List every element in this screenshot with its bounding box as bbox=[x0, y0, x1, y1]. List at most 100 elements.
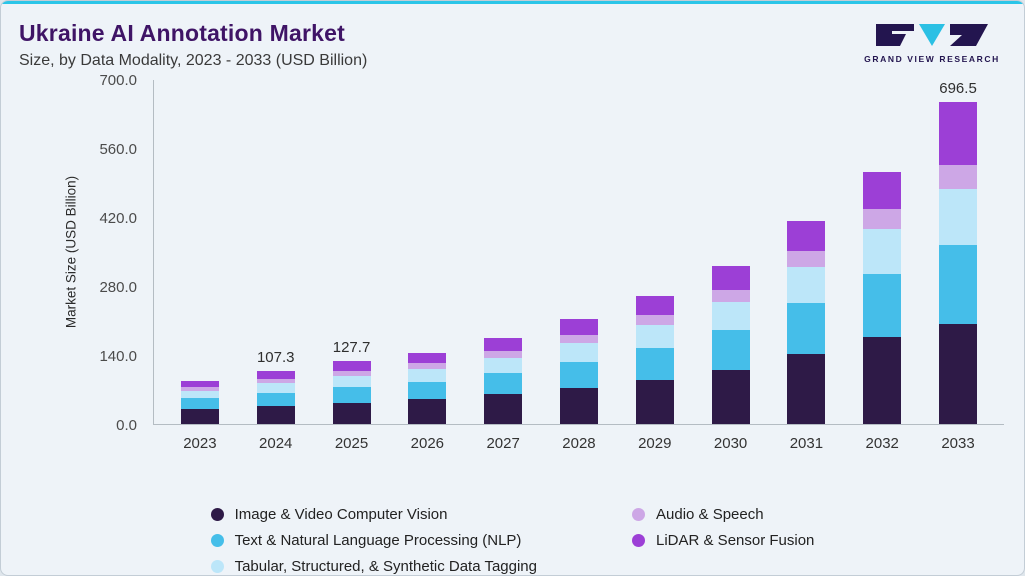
segment-tabular-structured-synthetic-data-tagging bbox=[180, 390, 219, 399]
x-tick-label-2028: 2028 bbox=[562, 435, 596, 452]
bars-container: 2023 107.3 2024 127.7 2025 2026 2027 2028 2029 20… bbox=[154, 80, 1004, 452]
plot-area: 2023 107.3 2024 127.7 2025 2026 2027 2028 2029 20… bbox=[153, 80, 1004, 452]
header: Ukraine AI Annotation Market Size, by Da… bbox=[1, 4, 1024, 70]
segment-audio-speech bbox=[408, 363, 447, 369]
title-block: Ukraine AI Annotation Market Size, by Da… bbox=[19, 20, 367, 70]
segment-audio-speech bbox=[180, 387, 219, 391]
x-tick-label-2031: 2031 bbox=[789, 435, 824, 452]
segment-lidar-sensor-fusion bbox=[256, 371, 295, 379]
segment-image-video-computer-vision bbox=[332, 402, 371, 424]
segment-lidar-sensor-fusion bbox=[559, 319, 598, 335]
bar-2025: 127.7 2025 bbox=[332, 80, 371, 452]
segment-lidar-sensor-fusion bbox=[484, 337, 523, 351]
y-tick-label: 560.0 bbox=[99, 141, 137, 158]
segment-audio-speech bbox=[711, 289, 750, 303]
legend-label: Audio & Speech bbox=[656, 506, 764, 523]
y-tick-label: 700.0 bbox=[99, 72, 137, 89]
bar-2032: 2032 bbox=[863, 80, 902, 452]
segment-text-natural-language-processing-nlp bbox=[711, 330, 750, 370]
brand-name: GRAND VIEW RESEARCH bbox=[864, 54, 1000, 64]
y-axis: 0.0 140.0 280.0 420.0 560.0 700.0 bbox=[1, 72, 143, 434]
legend-swatch-icon bbox=[632, 534, 645, 547]
top-accent-line bbox=[1, 1, 1024, 4]
legend-item-audio-speech: Audio & Speech bbox=[632, 506, 814, 523]
x-tick-label-2023: 2023 bbox=[183, 435, 217, 452]
segment-tabular-structured-synthetic-data-tagging bbox=[332, 375, 371, 388]
bar-2031: 2031 bbox=[787, 80, 826, 452]
segment-image-video-computer-vision bbox=[408, 399, 447, 424]
x-tick-label-2032: 2032 bbox=[865, 435, 899, 452]
x-tick-label-2027: 2027 bbox=[486, 435, 520, 452]
segment-audio-speech bbox=[559, 334, 598, 344]
y-tick-label: 140.0 bbox=[99, 348, 137, 365]
legend-label: Tabular, Structured, & Synthetic Data Ta… bbox=[234, 558, 537, 575]
segment-tabular-structured-synthetic-data-tagging bbox=[559, 343, 598, 362]
segment-text-natural-language-processing-nlp bbox=[939, 245, 978, 325]
brand-logo: GRAND VIEW RESEARCH bbox=[862, 24, 1002, 64]
legend-item-tabular-structured-synthetic-data-tagging: Tabular, Structured, & Synthetic Data Ta… bbox=[210, 558, 537, 575]
segment-audio-speech bbox=[787, 251, 826, 267]
segment-image-video-computer-vision bbox=[484, 394, 523, 424]
segment-tabular-structured-synthetic-data-tagging bbox=[635, 324, 674, 349]
segment-tabular-structured-synthetic-data-tagging bbox=[256, 383, 295, 393]
legend-item-text-natural-language-processing-nlp: Text & Natural Language Processing (NLP) bbox=[210, 532, 537, 549]
segment-audio-speech bbox=[863, 209, 902, 229]
legend-item-image-video-computer-vision: Image & Video Computer Vision bbox=[210, 506, 537, 523]
legend-swatch-icon bbox=[210, 560, 224, 573]
segment-lidar-sensor-fusion bbox=[711, 266, 750, 290]
segment-text-natural-language-processing-nlp bbox=[332, 387, 371, 403]
legend: Image & Video Computer Vision Text & Natu… bbox=[1, 506, 1024, 575]
bar-2027: 2027 bbox=[484, 80, 523, 452]
segment-tabular-structured-synthetic-data-tagging bbox=[711, 302, 750, 331]
segment-audio-speech bbox=[939, 164, 978, 189]
segment-image-video-computer-vision bbox=[180, 409, 219, 424]
segment-text-natural-language-processing-nlp bbox=[787, 303, 826, 355]
page-title: Ukraine AI Annotation Market bbox=[19, 20, 345, 46]
legend-swatch-icon bbox=[632, 508, 645, 521]
segment-lidar-sensor-fusion bbox=[863, 172, 902, 210]
chart-area: Market Size (USD Billion) 0.0 140.0 280.0 4… bbox=[1, 72, 1024, 460]
segment-text-natural-language-processing-nlp bbox=[635, 348, 674, 381]
bar-total-label-2024: 107.3 bbox=[256, 349, 295, 367]
bar-2029: 2029 bbox=[635, 80, 674, 452]
segment-text-natural-language-processing-nlp bbox=[863, 274, 902, 338]
segment-tabular-structured-synthetic-data-tagging bbox=[863, 228, 902, 275]
segment-tabular-structured-synthetic-data-tagging bbox=[787, 266, 826, 304]
segment-text-natural-language-processing-nlp bbox=[408, 381, 447, 400]
segment-image-video-computer-vision bbox=[939, 324, 978, 424]
segment-audio-speech bbox=[635, 315, 674, 325]
legend-swatch-icon bbox=[210, 534, 224, 547]
legend-swatch-icon bbox=[210, 508, 224, 521]
y-tick-label: 0.0 bbox=[116, 417, 137, 434]
segment-audio-speech bbox=[484, 350, 523, 358]
legend-label: Image & Video Computer Vision bbox=[234, 506, 448, 523]
segment-text-natural-language-processing-nlp bbox=[484, 372, 523, 395]
x-tick-label-2024: 2024 bbox=[259, 435, 293, 452]
segment-text-natural-language-processing-nlp bbox=[180, 398, 219, 410]
y-tick-label: 420.0 bbox=[99, 210, 137, 227]
segment-lidar-sensor-fusion bbox=[787, 220, 826, 252]
segment-image-video-computer-vision bbox=[787, 354, 826, 424]
bar-2030: 2030 bbox=[711, 80, 750, 452]
segment-text-natural-language-processing-nlp bbox=[256, 392, 295, 407]
segment-tabular-structured-synthetic-data-tagging bbox=[408, 368, 447, 382]
segment-lidar-sensor-fusion bbox=[635, 295, 674, 316]
bar-2024: 107.3 2024 bbox=[256, 80, 295, 452]
bar-2028: 2028 bbox=[559, 80, 598, 452]
segment-image-video-computer-vision bbox=[635, 380, 674, 424]
y-tick-label: 280.0 bbox=[99, 279, 137, 296]
grand-view-research-logo-icon bbox=[876, 24, 988, 46]
bar-2026: 2026 bbox=[408, 80, 447, 452]
segment-image-video-computer-vision bbox=[256, 406, 295, 424]
segment-image-video-computer-vision bbox=[559, 388, 598, 424]
page-subtitle: Size, by Data Modality, 2023 - 2033 (USD… bbox=[19, 52, 368, 69]
x-tick-label-2030: 2030 bbox=[713, 435, 748, 452]
x-tick-label-2026: 2026 bbox=[410, 435, 445, 452]
segment-tabular-structured-synthetic-data-tagging bbox=[939, 188, 978, 246]
bar-total-label-2033: 696.5 bbox=[939, 80, 977, 98]
segment-audio-speech bbox=[256, 378, 295, 384]
segment-text-natural-language-processing-nlp bbox=[559, 361, 598, 389]
segment-tabular-structured-synthetic-data-tagging bbox=[484, 357, 523, 373]
segment-lidar-sensor-fusion bbox=[332, 361, 371, 371]
